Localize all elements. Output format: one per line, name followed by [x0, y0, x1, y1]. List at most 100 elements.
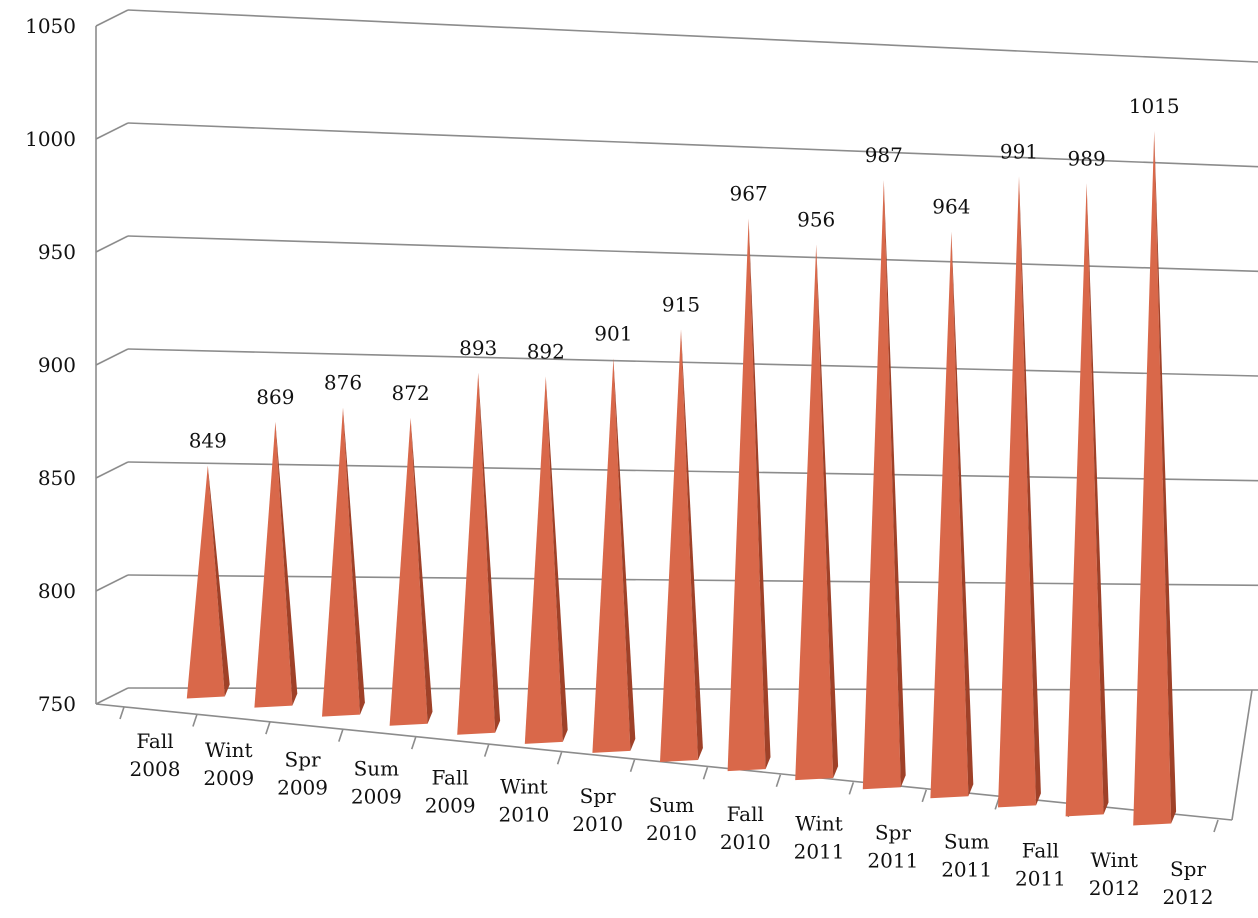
gridline [127, 461, 1258, 482]
x-tick-label: Spr 2010 [572, 784, 623, 836]
gridlines [95, 9, 1258, 705]
x-axis-line [95, 703, 1233, 821]
bar-side [613, 358, 636, 751]
bar [998, 176, 1036, 808]
bar-side [681, 329, 703, 760]
x-tick-mark [629, 759, 636, 772]
x-tick-mark [265, 721, 271, 735]
bar-side [275, 421, 298, 706]
data-label: 849 [189, 429, 227, 453]
gridline-side [95, 574, 129, 592]
x-tick-label: Spr 2012 [1163, 857, 1214, 909]
x-tick-label: Fall 2010 [720, 802, 771, 854]
x-tick-mark [410, 736, 417, 750]
data-label: 964 [932, 195, 970, 219]
data-label: 915 [662, 292, 700, 316]
data-label: 989 [1068, 146, 1106, 170]
bar-side [1086, 183, 1109, 815]
y-tick-label: 900 [38, 353, 76, 377]
x-tick-mark [848, 782, 855, 795]
y-axis-tick-labels: 750 800 850 900 950 1000 1050 [25, 14, 76, 716]
bar [930, 231, 969, 799]
bar [1065, 183, 1104, 817]
x-tick-mark [775, 774, 782, 788]
x-tick-mark [556, 751, 563, 765]
bar [592, 358, 631, 753]
bar [322, 407, 360, 717]
data-label: 893 [459, 336, 497, 360]
x-tick-label: Fall 2009 [425, 766, 476, 818]
bar-side [883, 180, 906, 788]
data-label: 967 [730, 181, 768, 205]
y-tick-label: 850 [38, 466, 76, 490]
x-tick-mark [1213, 819, 1219, 833]
x-tick-label: Spr 2009 [277, 747, 328, 799]
axes [95, 26, 1253, 833]
x-tick-mark [702, 767, 709, 780]
bar [389, 417, 428, 726]
bar [660, 329, 698, 762]
bar [524, 376, 563, 744]
bar-side [410, 417, 433, 724]
bar [1133, 130, 1172, 826]
y-tick-label: 1000 [25, 127, 76, 151]
gridline-side [95, 235, 129, 253]
bar-side [951, 231, 974, 797]
bar [254, 421, 293, 708]
bar-side [343, 407, 365, 715]
gridline [127, 9, 1258, 63]
gridline-side [95, 9, 129, 27]
x-tick-label: Spr 2011 [867, 820, 918, 872]
bar-side [207, 465, 230, 697]
data-label: 901 [594, 321, 632, 345]
x-tick-label: Fall 2011 [1015, 839, 1066, 891]
x-axis-tick-labels: Fall 2008 Wint 2009 Spr 2009 Sum 2009 Fall 2009 Wi… [130, 729, 1214, 909]
x-tick-label: Sum 2010 [646, 793, 697, 845]
x-tick-label: Fall 2008 [130, 729, 181, 781]
bar [186, 465, 225, 699]
gridline [127, 122, 1258, 168]
gridline [127, 348, 1258, 377]
bar-side [816, 244, 839, 779]
y-tick-label: 800 [38, 579, 76, 603]
bar [457, 372, 496, 735]
y-tick-label: 750 [38, 692, 76, 716]
data-labels: 849 869 876 872 893 892 901 915 967 956 987 964 991 9… [189, 94, 1180, 453]
x-tick-mark [119, 706, 125, 720]
x-tick-mark [192, 714, 198, 727]
bar [727, 218, 766, 772]
floor-edge [1231, 689, 1253, 821]
x-tick-label: Wint 2010 [498, 775, 549, 827]
bar-side [748, 218, 771, 770]
x-tick-mark [483, 744, 490, 757]
y-tick-label: 1050 [25, 14, 76, 38]
data-label: 872 [392, 381, 430, 405]
data-label: 956 [797, 208, 835, 232]
data-label: 869 [256, 385, 294, 409]
data-label: 892 [527, 340, 565, 364]
gridline-side [95, 687, 129, 705]
gridline-side [95, 461, 129, 479]
x-tick-label: Sum 2011 [941, 830, 992, 882]
data-label: 876 [324, 371, 362, 395]
data-label: 991 [1000, 140, 1038, 164]
bars [186, 130, 1177, 826]
y-tick-label: 950 [38, 240, 76, 264]
x-tick-mark [921, 789, 928, 803]
x-tick-label: Wint 2009 [203, 738, 254, 790]
x-tick-mark [338, 729, 344, 742]
bar [862, 180, 901, 790]
data-label: 1015 [1129, 94, 1180, 118]
gridline-side [95, 122, 129, 140]
x-tick-label: Wint 2012 [1089, 848, 1140, 900]
gridline-side [95, 348, 129, 366]
data-label: 987 [865, 143, 903, 167]
bar-side [545, 376, 568, 742]
bar [795, 244, 834, 781]
bar-side [478, 372, 501, 733]
x-tick-label: Sum 2009 [351, 756, 402, 808]
bar-side [1019, 176, 1041, 806]
gridline [127, 235, 1258, 273]
x-tick-label: Wint 2011 [794, 811, 845, 863]
